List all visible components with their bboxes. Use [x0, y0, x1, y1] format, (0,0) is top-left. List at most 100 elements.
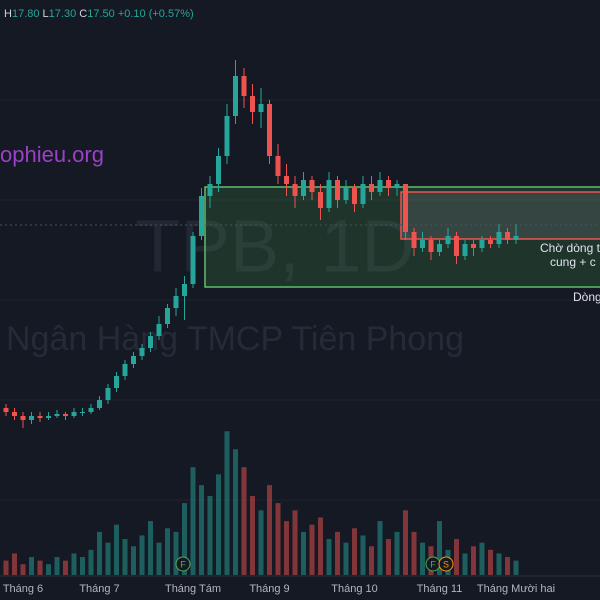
support-zone [204, 186, 600, 288]
volume-bar [199, 485, 204, 575]
volume-bar [88, 549, 94, 575]
candle-body [216, 156, 221, 184]
volume-bar [326, 539, 332, 575]
marker-label: F [430, 559, 436, 569]
candle-body [88, 408, 94, 412]
candle-body [97, 400, 102, 408]
candle-body [335, 180, 340, 200]
candle-body [182, 284, 187, 296]
marker-icon [175, 556, 191, 572]
candle-body [3, 408, 9, 412]
annotation: cung + c [550, 255, 596, 269]
x-axis-labels: Tháng 6 Tháng 7 Tháng Tám Tháng 9 Tháng 10 Th… [3, 583, 555, 595]
volume-bar [513, 560, 519, 575]
volume-bar [309, 524, 315, 575]
volume-bar [343, 542, 349, 575]
volume-bar [122, 539, 128, 575]
volume-bar [471, 546, 476, 575]
candle-body [386, 180, 391, 188]
volume-bar [403, 510, 408, 575]
candle-body [156, 324, 162, 336]
candle-layer [3, 60, 519, 428]
event-markers: F F S [175, 556, 454, 572]
volume-bar [505, 557, 510, 575]
header-label: C [79, 8, 87, 20]
candle-body [343, 188, 349, 200]
x-tick-label: Tháng 9 [249, 583, 289, 595]
volume-bar [139, 535, 145, 575]
candle-body [513, 236, 519, 240]
volume-bar [71, 553, 77, 575]
volume-layer [3, 431, 519, 575]
x-tick-label: Tháng Mười hai [477, 583, 555, 595]
candle-body [479, 240, 485, 248]
candle-body [173, 296, 179, 308]
volume-bar [335, 531, 340, 575]
header-value: 17.30 [49, 8, 77, 20]
volume-bar [182, 503, 187, 575]
candle-body [258, 104, 264, 112]
header-value: 17.80 [12, 8, 40, 20]
volume-bar [207, 495, 213, 575]
candle-body [454, 236, 459, 256]
candle-body [267, 104, 272, 156]
x-tick-label: Tháng 6 [3, 583, 43, 595]
watermark-company: Ngân Hàng TMCP Tiên Phong [6, 320, 464, 358]
candle-body [318, 192, 323, 208]
candle-body [29, 416, 34, 420]
volume-bar [258, 510, 264, 575]
volume-bar [318, 517, 323, 575]
candle-body [428, 240, 434, 252]
x-tick-label: Tháng 7 [79, 583, 119, 595]
candle-body [105, 388, 111, 400]
candle-body [403, 184, 408, 232]
candle-body [224, 116, 230, 156]
candle-body [292, 184, 298, 196]
candle-body [241, 76, 247, 96]
watermark-site: ophieu.org [0, 142, 104, 167]
candle-body [420, 240, 425, 248]
volume-bar [420, 542, 425, 575]
candle-body [114, 376, 119, 388]
header-change: +0.10 (+0.57%) [118, 8, 194, 20]
marker-label: S [443, 559, 449, 569]
volume-bar [241, 467, 247, 575]
volume-bar [165, 528, 170, 575]
candle-body [394, 184, 400, 188]
candle-body [471, 244, 476, 248]
volume-bar [411, 531, 417, 575]
candle-body [71, 412, 77, 416]
marker-icon [438, 556, 454, 572]
volume-bar [114, 524, 119, 575]
volume-bar [29, 557, 34, 575]
header-label: H [4, 8, 12, 20]
volume-bar [394, 531, 400, 575]
candle-body [20, 416, 26, 420]
volume-bar [131, 546, 136, 575]
volume-bar [156, 542, 162, 575]
volume-bar [369, 546, 374, 575]
volume-bar [54, 557, 60, 575]
x-tick-label: Tháng 10 [331, 583, 377, 595]
candle-body [437, 244, 442, 252]
candle-body [275, 156, 281, 176]
candle-body [301, 180, 306, 196]
candle-body [148, 336, 153, 348]
candle-body [63, 414, 68, 416]
candle-body [360, 184, 366, 204]
candle-body [488, 240, 493, 244]
candle-body [54, 414, 60, 416]
volume-bar [12, 553, 17, 575]
volume-bar [275, 503, 281, 575]
volume-bar [224, 431, 230, 575]
volume-bar [462, 553, 468, 575]
annotation: Dòng [573, 290, 600, 304]
candle-body [445, 236, 451, 244]
candle-body [12, 412, 17, 416]
volume-bar [284, 521, 289, 575]
volume-bar [488, 549, 493, 575]
volume-bar [63, 560, 68, 575]
volume-bar [80, 557, 85, 575]
candle-body [496, 232, 502, 244]
